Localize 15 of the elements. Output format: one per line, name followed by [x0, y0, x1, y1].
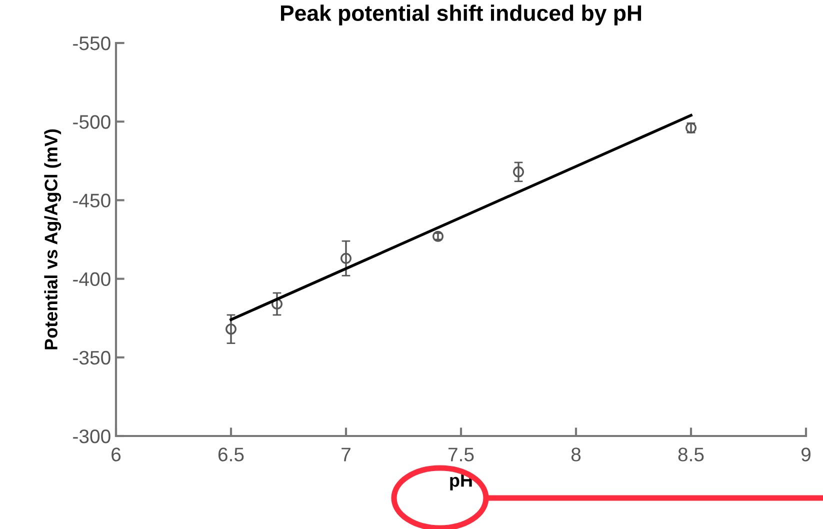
y-tick-label: -450 [73, 194, 110, 208]
x-tick-label: 6 [112, 448, 121, 462]
x-tick-label: 7.5 [448, 448, 474, 462]
y-tick-label: -550 [73, 36, 110, 50]
y-axis-title: Potential vs Ag/AgCl (mV) [44, 129, 62, 350]
x-tick-label: 8.5 [678, 448, 704, 462]
x-tick-label: 7 [342, 448, 350, 462]
chart-title: Peak potential shift induced by pH [280, 4, 642, 26]
y-tick-label: -400 [73, 272, 110, 286]
y-tick-label: -300 [73, 429, 110, 444]
x-tick-label: 8 [571, 448, 581, 462]
y-tick-label: -500 [73, 115, 110, 129]
x-tick-label: 6.5 [218, 448, 244, 462]
y-tick-label: -350 [73, 350, 110, 365]
x-tick-label: 9 [802, 448, 810, 462]
